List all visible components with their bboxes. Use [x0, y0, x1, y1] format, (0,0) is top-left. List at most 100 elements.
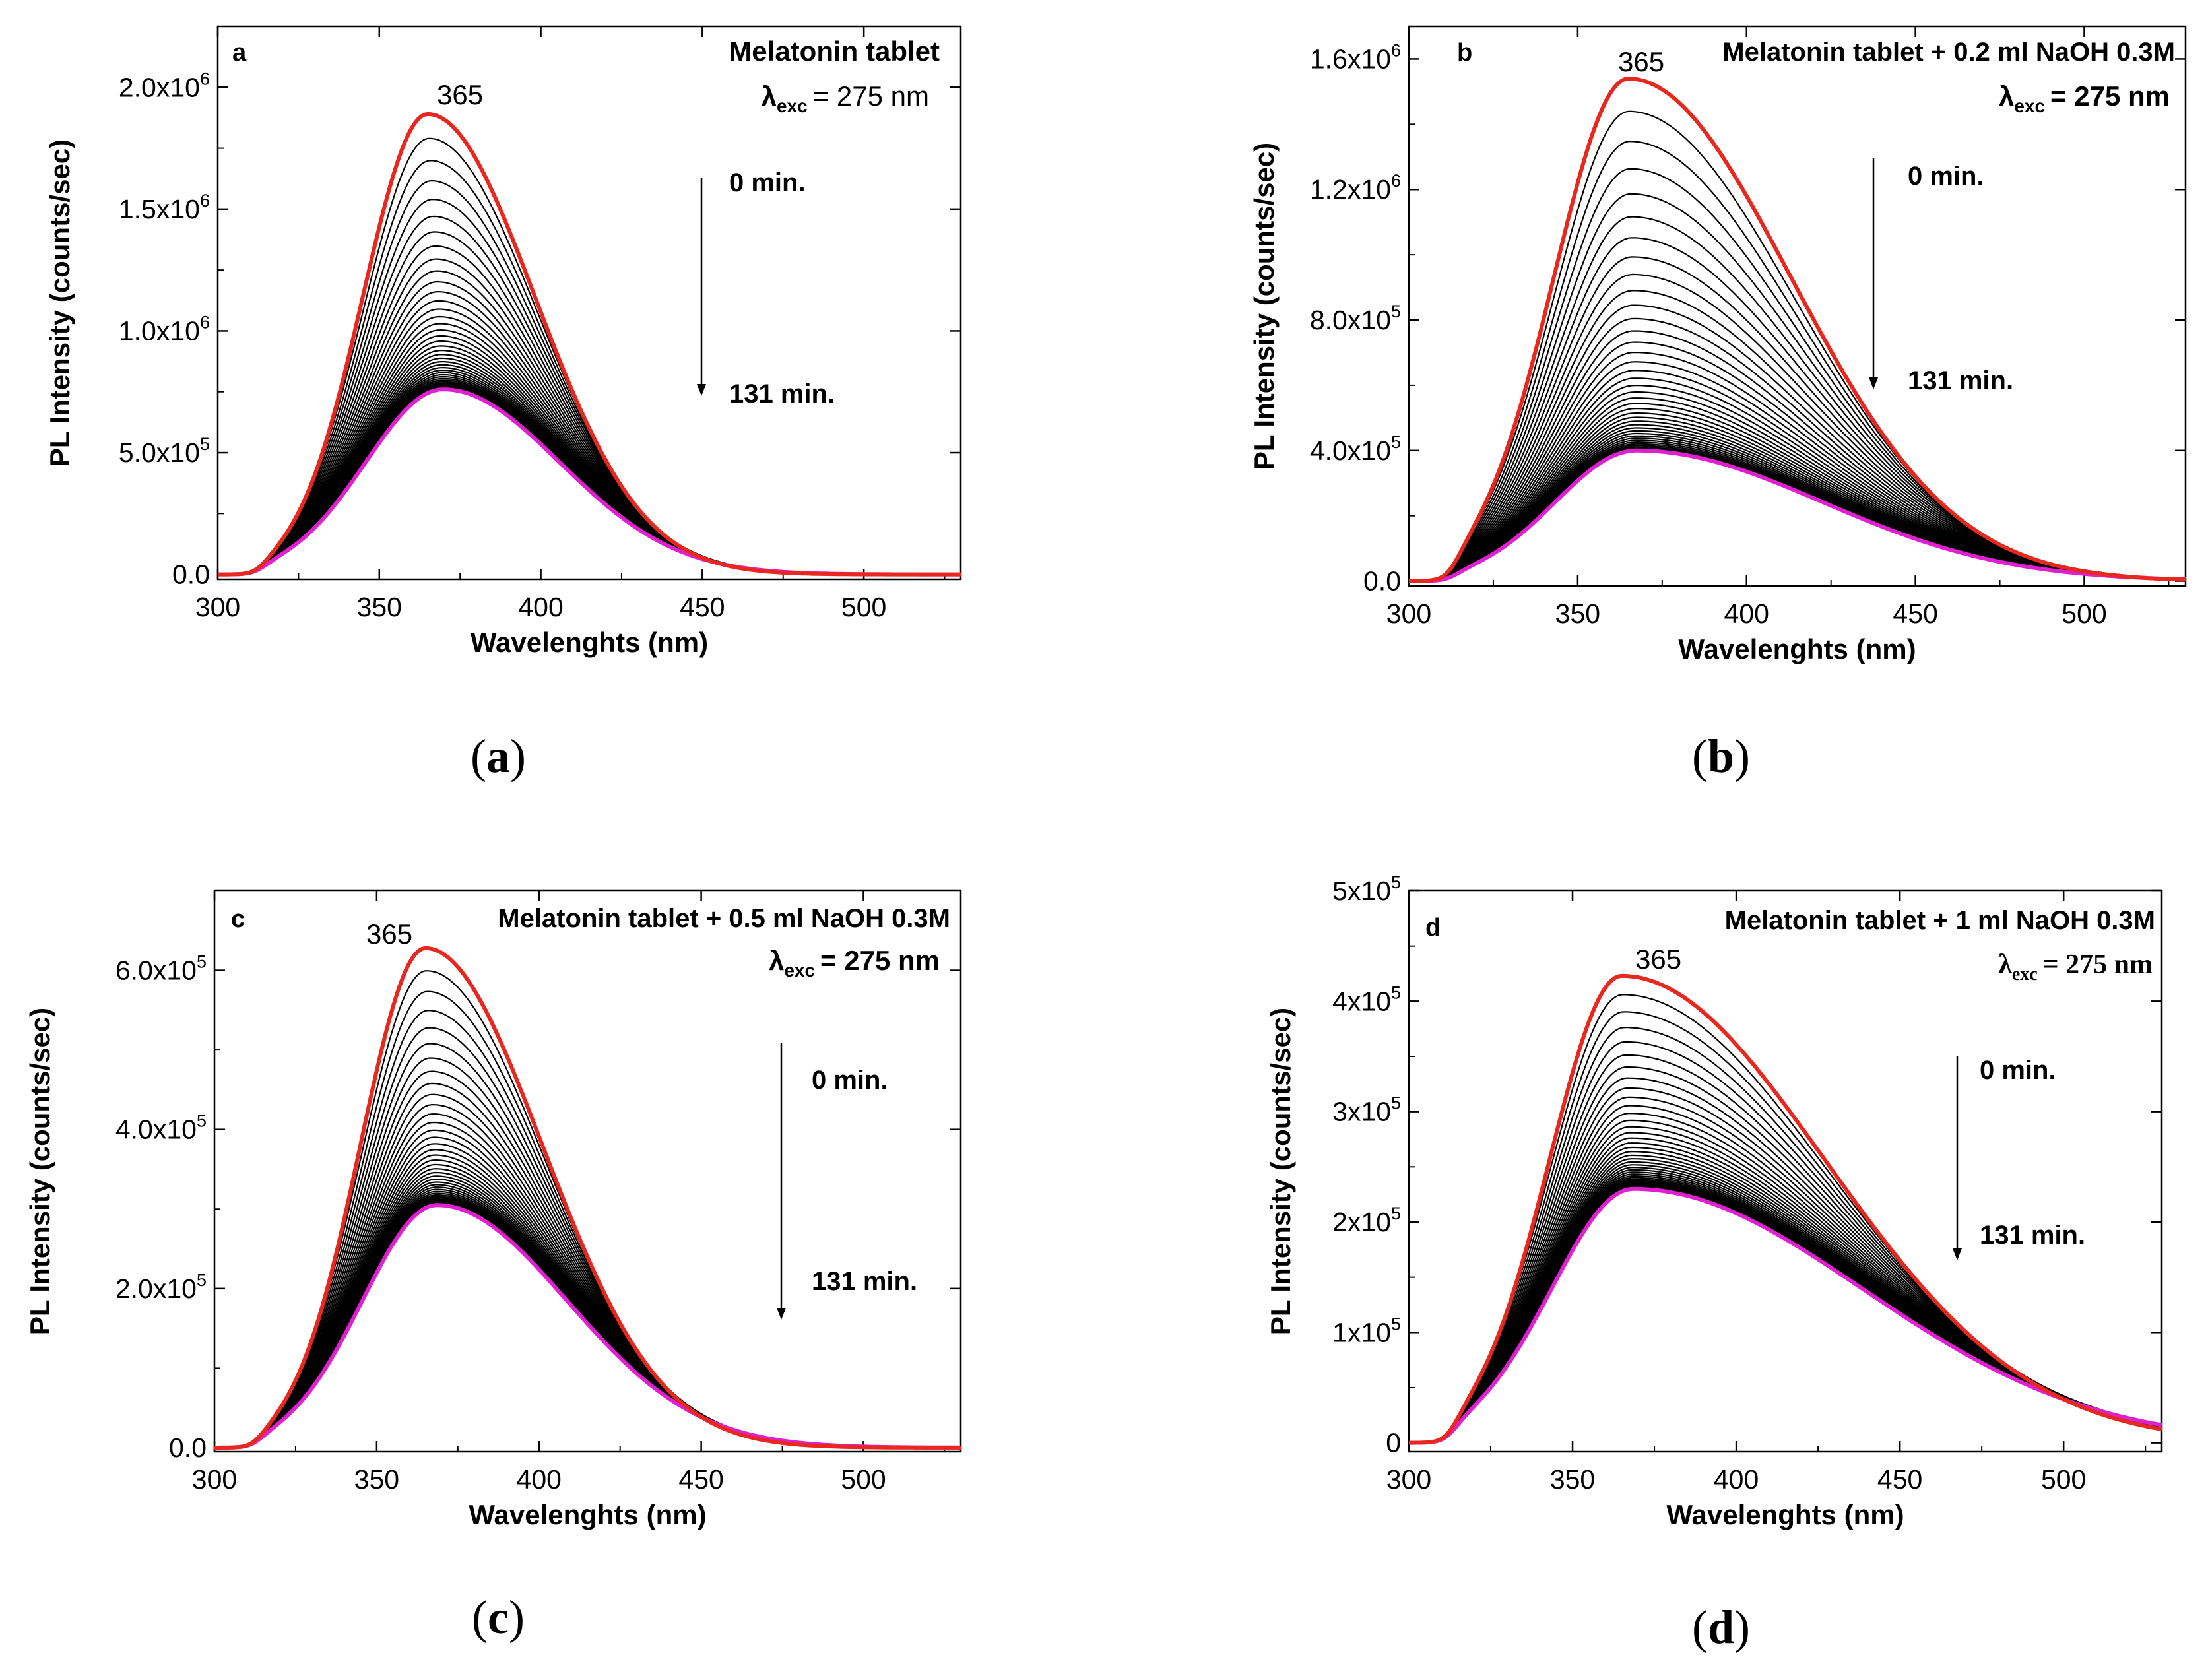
y-axis-label: PL Intensity (counts/sec)	[1265, 1008, 1296, 1335]
y-tick-label: 1.5x106	[119, 191, 210, 224]
x-tick-label: 350	[354, 1464, 399, 1495]
curves	[218, 112, 961, 577]
panel-letter: d	[1425, 914, 1441, 942]
x-tick-label: 450	[1877, 1464, 1922, 1495]
y-axis-label: PL Intensity (counts/sec)	[24, 1008, 55, 1335]
y-tick-label: 1.6x106	[1310, 40, 1401, 74]
series-line-0-min	[218, 112, 961, 577]
series-line-131-min	[1409, 1186, 2162, 1445]
arrow-down-icon	[697, 384, 706, 396]
time-start-label: 0 min.	[729, 168, 806, 197]
y-tick-label: 0.0	[1363, 566, 1401, 597]
arrow-down-icon	[1953, 1248, 1962, 1260]
plot-frame	[213, 889, 962, 1453]
x-tick-label: 450	[678, 1464, 723, 1495]
arrow-down-icon	[1869, 377, 1878, 389]
intermediate-spectrum-line	[218, 258, 961, 575]
panel-caption: (d)	[1692, 1601, 1750, 1654]
x-tick-label: 300	[195, 592, 240, 622]
intermediate-spectrum-line	[218, 245, 961, 575]
time-end-label: 131 min.	[1980, 1221, 2085, 1250]
y-tick-label: 2x105	[1332, 1204, 1401, 1237]
series-line-131-min	[1409, 448, 2186, 583]
intermediate-spectrum-line	[218, 270, 961, 575]
plot-frame	[1408, 889, 2163, 1453]
x-tick-label: 400	[1714, 1464, 1759, 1495]
x-axis-label: Wavelenghts (nm)	[469, 1499, 706, 1530]
excitation-annotation: λexc = 275 nm	[762, 81, 929, 116]
intermediate-spectrum-line	[214, 990, 961, 1449]
x-tick-label: 350	[357, 592, 402, 622]
time-start-label: 0 min.	[812, 1066, 888, 1095]
y-tick-label: 2.0x105	[115, 1270, 207, 1304]
chart-title: Melatonin tablet + 1 ml NaOH 0.3M	[1725, 906, 2155, 935]
plot-frame	[216, 25, 962, 581]
y-axis-label: PL Intensity (counts/sec)	[44, 139, 75, 467]
y-tick-label: 4x105	[1332, 983, 1401, 1016]
intermediate-spectrum-line	[214, 1043, 961, 1449]
time-end-label: 131 min.	[729, 379, 835, 408]
panel-caption: (a)	[471, 730, 526, 783]
x-tick-label: 400	[1724, 598, 1769, 629]
x-tick-label: 300	[192, 1464, 237, 1495]
curves	[1409, 77, 2186, 583]
intermediate-spectrum-line	[1409, 304, 2186, 582]
intermediate-spectrum-line	[1409, 412, 2186, 582]
peak-label: 365	[366, 919, 412, 950]
panel-a: 300 350 400 450 500 0.0 5.0x105 1.0x106 1.5x106 2…	[44, 25, 962, 783]
chart-title: Melatonin tablet	[729, 36, 940, 67]
curves	[214, 946, 961, 1450]
x-tick-label: 500	[2062, 598, 2106, 629]
panel-caption: (c)	[472, 1591, 525, 1644]
panel-caption: (b)	[1692, 730, 1750, 783]
panel-b: 300 350 400 450 500 0.0 4.0x105 8.0x105 1.2x106 1…	[1249, 25, 2187, 783]
chart-title: Melatonin tablet + 0.2 ml NaOH 0.3M	[1722, 38, 2175, 67]
intermediate-spectrum-line	[1409, 273, 2186, 582]
y-tick-label: 1x105	[1332, 1314, 1401, 1347]
x-tick-label: 350	[1550, 1464, 1595, 1495]
intermediate-spectrum-line	[1409, 1066, 2162, 1444]
panel-letter: c	[231, 905, 245, 933]
x-tick-label: 500	[841, 1464, 886, 1495]
x-axis-label: Wavelenghts (nm)	[471, 627, 708, 658]
excitation-annotation: λexc = 275 nm	[1998, 950, 2153, 985]
y-tick-label: 8.0x105	[1310, 302, 1401, 335]
peak-label: 365	[1618, 46, 1664, 77]
x-tick-label: 500	[841, 592, 886, 622]
y-tick-label: 2.0x106	[119, 69, 210, 102]
panel-c: 300 350 400 450 500 0.0 2.0x105 4.0x105 6.0x105 W…	[24, 889, 962, 1644]
x-tick-label: 350	[1555, 598, 1600, 629]
intermediate-spectrum-line	[218, 215, 961, 575]
y-tick-label: 5.0x105	[119, 434, 210, 468]
x-axis-label: Wavelenghts (nm)	[1678, 633, 1916, 664]
y-tick-label: 3x105	[1332, 1093, 1401, 1127]
x-tick-label: 500	[2041, 1464, 2086, 1495]
y-tick-label: 4.0x105	[115, 1111, 207, 1145]
arrow-down-icon	[777, 1308, 786, 1320]
series-line-0-min	[1409, 973, 2162, 1445]
y-tick-label: 5x105	[1332, 872, 1401, 906]
y-axis-label: PL Intensity (counts/sec)	[1249, 143, 1280, 470]
y-tick-label: 4.0x105	[1310, 432, 1401, 466]
intermediate-spectrum-line	[218, 179, 961, 575]
x-axis-label: Wavelenghts (nm)	[1666, 1499, 1904, 1530]
peak-label: 365	[1635, 944, 1681, 975]
y-tick-label: 0.0	[172, 560, 210, 590]
excitation-annotation: λexc = 275 nm	[769, 945, 940, 981]
x-tick-label: 300	[1386, 598, 1431, 629]
time-end-label: 131 min.	[1908, 366, 2013, 395]
peak-label: 365	[437, 79, 483, 110]
series-line-0-min	[214, 946, 961, 1450]
intermediate-spectrum-line	[1409, 1137, 2162, 1444]
time-start-label: 0 min.	[1908, 162, 1984, 191]
panel-d: 300 350 400 450 500 0 1x105 2x105 3x105 4x105 5x10…	[1265, 872, 2163, 1654]
panel-letter: a	[232, 39, 247, 67]
chart-title: Melatonin tablet + 0.5 ml NaOH 0.3M	[498, 904, 950, 933]
y-tick-label: 1.0x106	[119, 312, 210, 346]
intermediate-spectrum-line	[218, 199, 961, 575]
plot-frame	[1408, 25, 2187, 587]
curves	[1409, 973, 2162, 1445]
series-line-0-min	[1409, 77, 2186, 583]
x-tick-label: 300	[1386, 1464, 1431, 1495]
